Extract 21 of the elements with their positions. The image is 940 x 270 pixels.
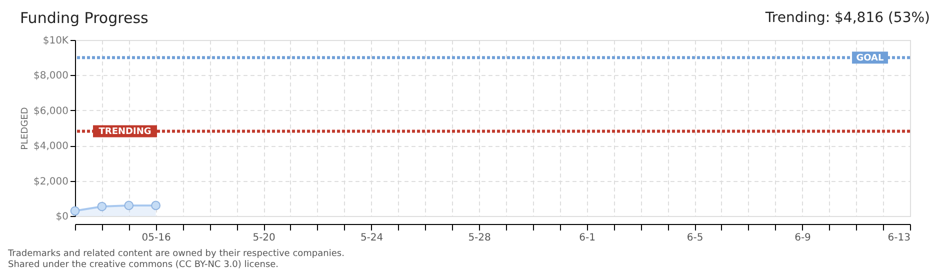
text: Trending: $4,816 (53%)	[764, 10, 930, 26]
y-tick-label: $4,000	[34, 141, 68, 152]
x-tick-label: 6-13	[888, 232, 910, 244]
x-tick-label: 6-9	[794, 232, 811, 244]
y-tick-label: $2,000	[34, 176, 68, 188]
y-tick-label: $6,000	[34, 106, 68, 117]
x-tick-label: 5-28	[468, 232, 491, 244]
x-tick-label: 6-5	[686, 232, 704, 244]
ref-line-label: TRENDING	[98, 127, 152, 138]
x-tick-label: 05-16	[142, 232, 171, 244]
text: Trademarks and related content are owned by their respective companies.	[7, 249, 344, 259]
y-tick-label: $0	[56, 212, 68, 222]
y-tick-label: $8,000	[34, 70, 68, 82]
y-axis-title: PLEDGED	[20, 107, 31, 150]
x-tick-label: 5-24	[360, 232, 384, 244]
y-tick-label: $10K	[42, 36, 69, 46]
ref-line-label: GOAL	[856, 54, 884, 64]
text: Shared under the creative commons (CC BY-NC 3.0) license.	[8, 260, 279, 270]
x-tick-label: 5-20	[252, 232, 276, 244]
x-tick-label: 6-1	[579, 232, 596, 244]
chart-title: Funding Progress	[20, 9, 149, 27]
